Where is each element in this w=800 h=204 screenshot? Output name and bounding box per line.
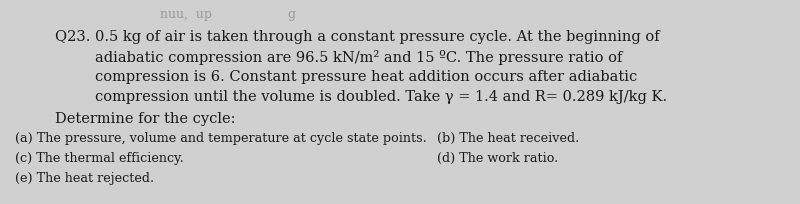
Text: Determine for the cycle:: Determine for the cycle: xyxy=(55,111,235,125)
Text: Q23. 0.5 kg of air is taken through a constant pressure cycle. At the beginning : Q23. 0.5 kg of air is taken through a co… xyxy=(55,30,660,44)
Text: compression is 6. Constant pressure heat addition occurs after adiabatic: compression is 6. Constant pressure heat… xyxy=(95,70,638,84)
Text: (b) The heat received.: (b) The heat received. xyxy=(437,131,579,144)
Text: nuu,  up                   g: nuu, up g xyxy=(160,8,296,21)
Text: (a) The pressure, volume and temperature at cycle state points.: (a) The pressure, volume and temperature… xyxy=(15,131,426,144)
Text: (d) The work ratio.: (d) The work ratio. xyxy=(437,151,558,164)
Text: compression until the volume is doubled. Take γ = 1.4 and R= 0.289 kJ/kg K.: compression until the volume is doubled.… xyxy=(95,90,667,103)
Text: (c) The thermal efficiency.: (c) The thermal efficiency. xyxy=(15,151,184,164)
Text: (e) The heat rejected.: (e) The heat rejected. xyxy=(15,171,154,184)
Text: adiabatic compression are 96.5 kN/m² and 15 ºC. The pressure ratio of: adiabatic compression are 96.5 kN/m² and… xyxy=(95,50,622,65)
